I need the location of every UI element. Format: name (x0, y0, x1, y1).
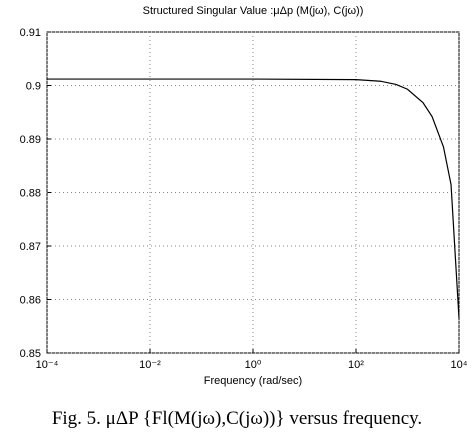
line (47, 78, 460, 319)
y-tick-label: 0.9 (26, 81, 41, 93)
caption: Fig. 5. μΔP {Fl(M(jω),C(jω))} versus fre… (52, 408, 422, 429)
x-axis-label: Frequency (rad/sec) (204, 375, 302, 387)
y-tick-label: 0.91 (20, 27, 41, 39)
x-tick-label: 10⁻² (139, 359, 161, 371)
chart-title: Structured Singular Value :μΔp (M(jω), C… (143, 5, 364, 17)
x-tick-label: 10⁰ (245, 359, 262, 371)
y-tick-label: 0.88 (20, 188, 41, 200)
y-tick-label: 0.85 (20, 348, 41, 360)
y-tick-label: 0.87 (20, 241, 41, 253)
x-tick-label: 10⁴ (451, 359, 468, 371)
y-tick-label: 0.89 (20, 134, 41, 146)
x-tick-label: 10² (348, 359, 364, 371)
y-tick-label: 0.86 (20, 295, 41, 307)
x-tick-label: 10⁻⁴ (36, 359, 59, 371)
